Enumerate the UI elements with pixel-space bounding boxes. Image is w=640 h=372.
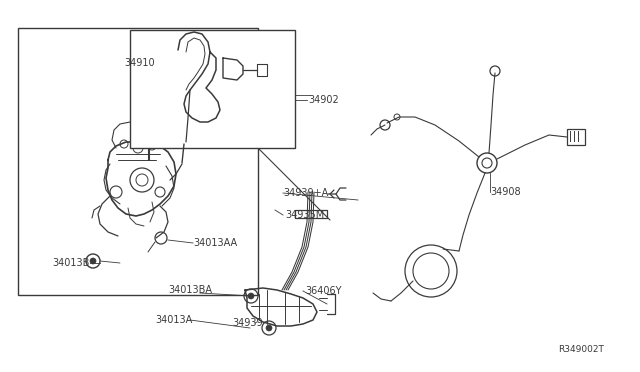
Circle shape xyxy=(248,293,254,299)
Text: 34013A: 34013A xyxy=(155,315,192,325)
Text: 34013B: 34013B xyxy=(52,258,90,268)
Text: 34013BA: 34013BA xyxy=(168,285,212,295)
Text: R349002T: R349002T xyxy=(558,346,604,355)
Bar xyxy=(18,28,258,295)
Text: 36406Y: 36406Y xyxy=(305,286,342,296)
Text: 34939+A: 34939+A xyxy=(283,188,328,198)
Bar xyxy=(567,129,585,145)
Text: 34013AA: 34013AA xyxy=(193,238,237,248)
Circle shape xyxy=(90,258,96,264)
Text: 34935M: 34935M xyxy=(285,210,324,220)
Circle shape xyxy=(266,325,272,331)
Text: 34939: 34939 xyxy=(232,318,262,328)
Bar xyxy=(130,30,295,148)
Text: 34910: 34910 xyxy=(124,58,155,68)
Text: 34908: 34908 xyxy=(490,187,520,197)
Text: 34902: 34902 xyxy=(308,95,339,105)
